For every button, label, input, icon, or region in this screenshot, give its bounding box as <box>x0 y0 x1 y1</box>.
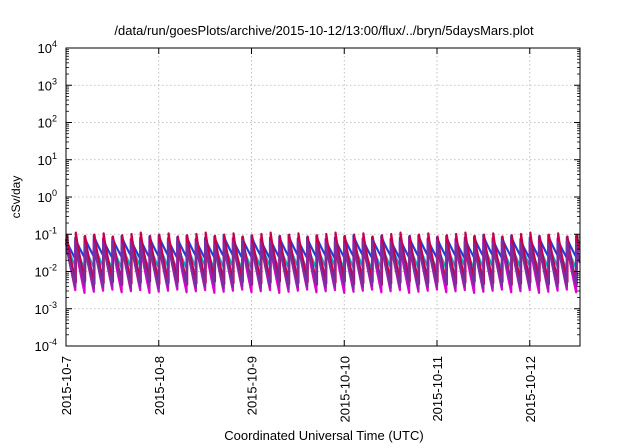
x-tick-label: 2015-10-12 <box>523 356 538 423</box>
y-tick-label: 10-3 <box>35 300 57 317</box>
x-tick-label: 2015-10-7 <box>59 356 74 415</box>
chart-title: /data/run/goesPlots/archive/2015-10-12/1… <box>114 23 534 38</box>
x-tick-label: 2015-10-9 <box>245 356 260 415</box>
grid-lines <box>66 48 580 346</box>
y-axis-label: cSv/day <box>9 176 23 219</box>
series-group <box>64 231 581 294</box>
x-tick-label: 2015-10-10 <box>337 356 352 423</box>
series-line-4 <box>65 231 581 286</box>
x-tick-label: 2015-10-8 <box>152 356 167 415</box>
x-axis-label: Coordinated Universal Time (UTC) <box>224 428 423 443</box>
x-axis-ticks: 2015-10-7 2015-10-8 2015-10-9 2015-10-10 201… <box>59 48 538 423</box>
y-tick-label: 10-2 <box>35 263 57 280</box>
x-tick-label: 2015-10-11 <box>430 356 445 422</box>
y-axis-ticks: 104 103 102 101 100 10-1 10-2 10-3 10-4 <box>35 39 580 354</box>
y-tick-label: 10-4 <box>35 337 57 354</box>
series-line-5 <box>64 239 581 290</box>
y-tick-label: 100 <box>38 188 57 205</box>
y-tick-label: 104 <box>38 39 57 56</box>
y-tick-label: 101 <box>38 151 57 168</box>
y-tick-label: 103 <box>38 76 57 93</box>
y-tick-label: 10-1 <box>35 225 57 242</box>
y-tick-label: 102 <box>38 114 57 131</box>
